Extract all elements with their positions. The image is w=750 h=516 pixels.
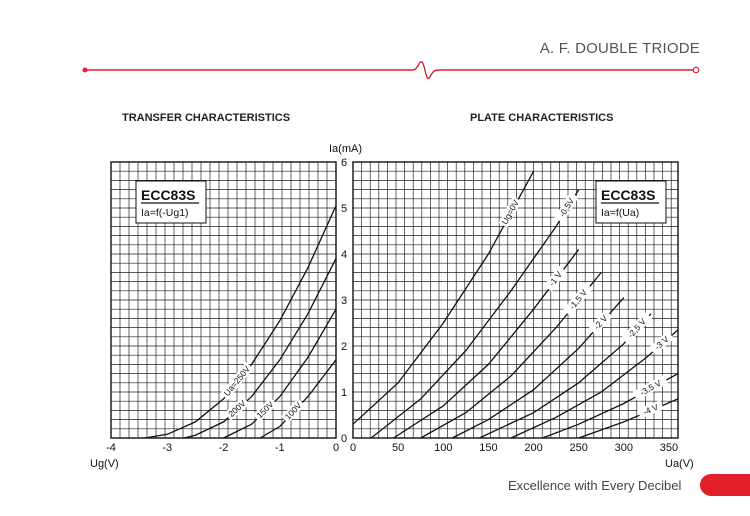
transfer-curve <box>223 308 337 439</box>
footer-tagline: Excellence with Every Decibel <box>508 478 682 493</box>
plate-curve-label-group: Ug=0V <box>498 196 522 228</box>
plate-curve-label-bg <box>621 311 653 345</box>
transfer-y-tick-label: 0 <box>341 433 347 445</box>
transfer-curve <box>183 258 337 439</box>
plate-legend-box <box>595 180 667 224</box>
transfer-x-tick-label: -4 <box>106 442 116 454</box>
plate-curve-label-group: -1,5 V <box>562 282 593 317</box>
plate-curve-label-group: -3 V <box>648 331 675 355</box>
transfer-x-tick-label: 0 <box>333 442 339 454</box>
plate-curve-label-bg <box>632 374 669 401</box>
plate-curve-label: Ug=0V <box>499 198 520 226</box>
page-header-title: A. F. DOUBLE TRIODE <box>539 40 700 57</box>
plate-curve-label-bg <box>498 196 522 228</box>
plate-curve-label-bg <box>562 282 593 317</box>
transfer-legend-box <box>135 180 207 224</box>
plate-x-tick-label: 300 <box>615 442 633 454</box>
transfer-x-axis-label: Ug(V) <box>90 458 119 470</box>
plate-curve-label-bg <box>648 331 675 355</box>
plate-curve <box>352 170 535 425</box>
transfer-y-tick-label: 1 <box>341 387 347 399</box>
plate-curve-label-bg <box>637 400 664 419</box>
transfer-x-tick-label: -1 <box>275 442 285 454</box>
transfer-legend-formula: Ia=f(-Ug1) <box>141 207 189 219</box>
plate-x-tick-label: 350 <box>660 442 678 454</box>
plate-curve-label-bg <box>543 265 567 292</box>
transfer-x-tick-label: -3 <box>162 442 172 454</box>
transfer-y-tick-label: 4 <box>341 249 347 261</box>
plate-x-tick-label: 0 <box>350 442 356 454</box>
plate-x-axis-label: Ua(V) <box>665 458 694 470</box>
plate-x-tick-label: 50 <box>392 442 404 454</box>
plate-curve-label-group: -4 V <box>637 400 664 419</box>
plate-curve <box>393 249 580 439</box>
plate-chart-title: PLATE CHARACTERISTICS <box>470 112 614 124</box>
footer-accent-pill <box>700 474 750 496</box>
transfer-y-tick-label: 2 <box>341 341 347 353</box>
plate-curve-label-bg <box>588 309 613 335</box>
transfer-curve-label-bg <box>220 362 254 400</box>
plate-curve-label-group: -1 V <box>543 265 567 292</box>
transfer-y-tick-label: 6 <box>341 157 347 169</box>
transfer-curve-label-bg <box>280 398 306 424</box>
transfer-x-tick-label: -2 <box>219 442 229 454</box>
header-divider <box>82 61 700 80</box>
transfer-chart-title: TRANSFER CHARACTERISTICS <box>122 112 291 124</box>
plate-x-tick-label: 250 <box>570 442 588 454</box>
plate-curve-label: -3,5 V <box>638 378 663 398</box>
plate-legend-model: ECC83S <box>601 187 655 203</box>
plate-x-tick-label: 150 <box>479 442 497 454</box>
transfer-y-tick-label: 5 <box>341 203 347 215</box>
transfer-y-axis-label: Ia(mA) <box>329 143 362 155</box>
plate-curve-label-bg <box>554 192 579 223</box>
transfer-curve-label-bg <box>252 397 278 422</box>
plate-x-tick-label: 100 <box>434 442 452 454</box>
transfer-curve-label-bg <box>224 396 250 421</box>
divider-right-dot <box>692 66 700 74</box>
plate-curve-label-group: -2 V <box>588 309 613 335</box>
plate-frame <box>352 161 679 439</box>
divider-line-with-wave <box>85 61 693 80</box>
plate-x-tick-label: 200 <box>524 442 542 454</box>
transfer-legend-model: ECC83S <box>141 187 195 203</box>
plate-curve <box>370 189 580 439</box>
plate-curve-label-group: -0,5V <box>554 192 579 223</box>
plate-legend-formula: Ia=f(Ua) <box>601 207 639 219</box>
transfer-y-tick-label: 3 <box>341 295 347 307</box>
